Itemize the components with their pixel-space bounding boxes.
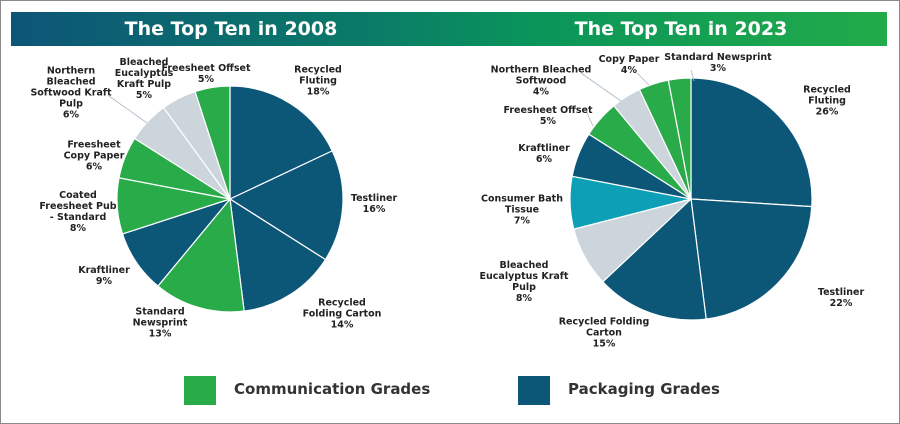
slice-label: Recycled Fluting 26% [803,84,851,118]
slice-label: Freesheet Offset 5% [161,63,251,85]
slice-label: Recycled Fluting 18% [294,64,342,98]
slice-label: Recycled Folding Carton 14% [302,297,382,331]
slice-label: Testliner 22% [817,287,865,309]
legend-label-communication: Communication Grades [234,380,431,398]
slice-label: Northern Bleached Softwood 4% [490,64,592,98]
pie-slice-2023-recycled-fluting [690,77,813,208]
leader-line [690,69,695,82]
slice-label: Recycled Folding Carton 15% [558,316,650,350]
pie-slice-2023-recycled-folding-carton [601,197,707,321]
slice-label: Kraftliner 9% [78,265,130,287]
slice-label: Bleached Eucalyptus Kraft Pulp 8% [479,260,569,304]
pie-slice-2023-standard-newsprint [667,77,692,200]
pie-slice-2023-testliner [690,198,813,320]
slice-label: Kraftliner 6% [518,143,570,165]
pie-slice-2008-recycled-folding-carton [229,197,327,312]
slice-label: Coated Freesheet Pub - Standard 8% [39,190,117,234]
slice-label: Consumer Bath Tissue 7% [481,193,563,227]
pie-slice-2008-standard-newsprint [157,197,245,313]
leader-line [586,112,594,127]
slice-label: Standard Newsprint 13% [132,306,188,340]
legend-swatch-communication [184,376,216,405]
pie-slice-2008-testliner [228,150,344,261]
slice-label: Northern Bleached Softwood Kraft Pulp 6% [30,65,112,121]
slice-label: Bleached Eucalyptus Kraft Pulp 5% [114,57,174,101]
leader-line [108,95,148,124]
slice-label: Freesheet Offset 5% [503,105,593,127]
header-banner: The Top Ten in 2008 The Top Ten in 2023 [11,12,887,46]
pie-slice-2008-recycled-fluting [229,85,334,200]
chart-title-2023: The Top Ten in 2023 [574,18,788,40]
pie-slice-2008-freesheet-offset [194,85,231,200]
leader-line [636,72,650,86]
slice-label: Copy Paper 4% [598,54,660,76]
slice-label: Testliner 16% [350,193,398,215]
leader-line [580,72,622,102]
slice-label: Standard Newsprint 3% [664,52,772,74]
chart-title-2008: The Top Ten in 2008 [124,18,338,40]
legend-swatch-packaging [518,376,550,405]
legend-label-packaging: Packaging Grades [568,380,720,398]
slice-label: Freesheet Copy Paper 6% [63,139,125,173]
